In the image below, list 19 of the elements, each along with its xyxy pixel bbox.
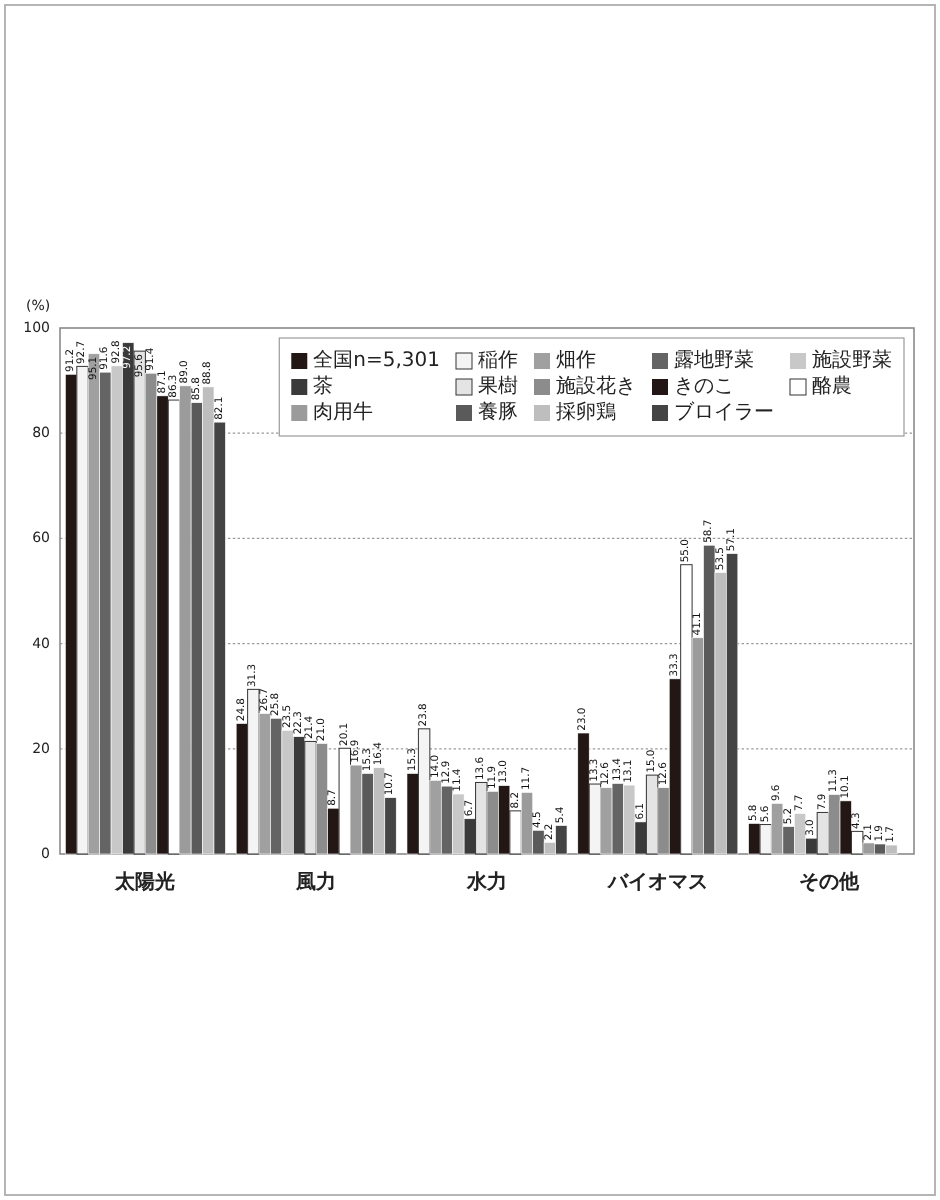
x-tick-label: 風力	[294, 870, 337, 894]
legend-label: 稲作	[478, 350, 518, 372]
x-tick-label: 太陽光	[113, 870, 176, 894]
legend-label: 酪農	[812, 374, 852, 398]
legend-label: 養豚	[478, 400, 518, 424]
x-tick-label: 水力	[465, 870, 507, 894]
legend-label: 茶	[313, 374, 334, 398]
legend-label: 畑作	[556, 348, 596, 372]
legend-label: 露地野菜	[674, 348, 754, 372]
legend-label: 肉用牛	[313, 400, 374, 424]
x-tick-label: その他	[798, 870, 861, 894]
legend-label: 果樹	[478, 374, 518, 398]
x-tick-label: バイオマス	[605, 872, 708, 894]
legend-label: きのこ	[674, 376, 734, 398]
legend-label: 採卵鶏	[556, 400, 616, 424]
legend-label: ブロイラー	[674, 400, 774, 424]
legend-label: 施設花き	[556, 374, 636, 398]
legend-label: 全国n=5,301	[313, 348, 440, 372]
legend-label: 施設野菜	[812, 348, 892, 372]
